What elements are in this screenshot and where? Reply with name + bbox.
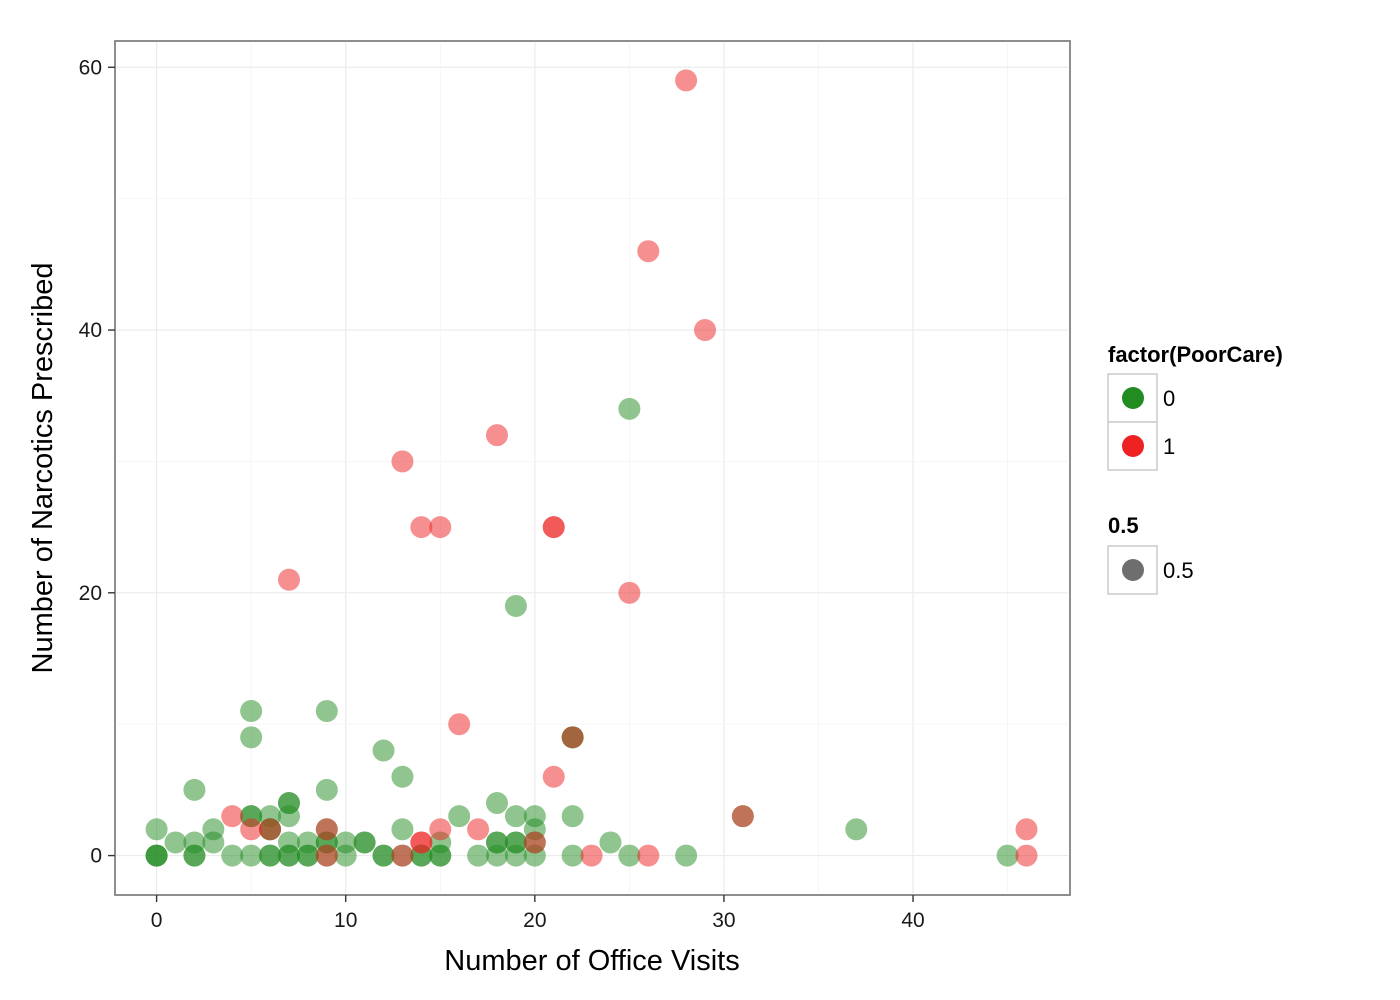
data-point-poorcare-1 (1015, 844, 1038, 867)
data-point-poorcare-0 (145, 844, 168, 867)
data-point-poorcare-1 (542, 765, 565, 788)
legend-label-alpha: 0.5 (1163, 558, 1194, 583)
x-axis-title: Number of Office Visits (444, 945, 739, 977)
data-point-poorcare-0 (277, 805, 300, 828)
data-point-poorcare-1 (391, 844, 414, 867)
data-point-poorcare-0 (845, 818, 868, 841)
data-point-poorcare-0 (372, 844, 395, 867)
data-point-poorcare-0 (315, 700, 338, 723)
data-point-poorcare-0 (164, 831, 187, 854)
data-point-poorcare-1 (277, 568, 300, 591)
data-point-poorcare-0 (486, 792, 508, 815)
legend-label-0: 0 (1163, 386, 1175, 411)
legend-dot-0 (1122, 387, 1144, 409)
data-point-poorcare-0 (240, 844, 263, 867)
data-point-poorcare-1 (675, 69, 698, 92)
plot-panel-border (114, 40, 1071, 896)
legend: factor(PoorCare) 0 1 0.5 0.5 (1107, 342, 1283, 595)
data-point-poorcare-0 (145, 818, 168, 841)
data-point-poorcare-1 (448, 713, 471, 736)
legend-color-title: factor(PoorCare) (1108, 342, 1283, 367)
data-point-poorcare-0 (504, 805, 527, 828)
data-point-poorcare-1 (486, 424, 508, 447)
data-point-poorcare-1 (410, 831, 433, 854)
data-point-poorcare-0 (486, 844, 508, 867)
data-point-poorcare-0 (391, 765, 414, 788)
y-tick-label: 60 (79, 56, 102, 79)
data-point-poorcare-1 (731, 805, 754, 828)
data-point-poorcare-0 (240, 726, 263, 749)
data-point-poorcare-0 (240, 700, 263, 723)
legend-label-1: 1 (1163, 434, 1175, 459)
data-point-poorcare-1 (429, 516, 452, 539)
data-point-poorcare-0 (334, 844, 357, 867)
data-point-poorcare-0 (429, 844, 452, 867)
data-point-poorcare-0 (599, 831, 622, 854)
y-axis: 0 20 40 60 (79, 56, 115, 868)
data-point-poorcare-0 (561, 844, 584, 867)
y-axis-title: Number of Narcotics Prescribed (27, 263, 59, 674)
data-point-poorcare-1 (429, 818, 452, 841)
plot-panel (114, 40, 1071, 896)
data-point-poorcare-1 (391, 450, 414, 473)
data-point-poorcare-1 (315, 818, 338, 841)
data-point-poorcare-1 (637, 844, 660, 867)
legend-dot-1 (1122, 435, 1144, 457)
data-point-poorcare-0 (315, 778, 338, 801)
x-tick-label: 10 (334, 909, 357, 932)
data-point-poorcare-0 (504, 594, 527, 617)
data-point-poorcare-0 (372, 739, 395, 762)
data-point-poorcare-1 (637, 240, 660, 263)
data-points (145, 69, 1038, 867)
data-point-poorcare-1 (1015, 818, 1038, 841)
data-point-poorcare-0 (353, 831, 376, 854)
data-point-poorcare-1 (561, 726, 584, 749)
data-point-poorcare-1 (694, 319, 717, 342)
legend-alpha-title: 0.5 (1108, 513, 1139, 538)
data-point-poorcare-1 (410, 516, 433, 539)
data-point-poorcare-0 (675, 844, 698, 867)
data-point-poorcare-0 (183, 844, 206, 867)
data-point-poorcare-1 (259, 818, 282, 841)
data-point-poorcare-0 (277, 844, 300, 867)
data-point-poorcare-0 (448, 805, 471, 828)
x-tick-label: 30 (712, 909, 735, 932)
data-point-poorcare-1 (315, 844, 338, 867)
x-tick-label: 20 (523, 909, 546, 932)
data-point-poorcare-0 (467, 844, 490, 867)
data-point-poorcare-0 (618, 397, 641, 420)
data-point-poorcare-1 (221, 805, 244, 828)
data-point-poorcare-0 (996, 844, 1019, 867)
data-point-poorcare-0 (391, 818, 414, 841)
data-point-poorcare-0 (504, 844, 527, 867)
data-point-poorcare-1 (240, 818, 263, 841)
y-tick-label: 40 (79, 319, 102, 342)
data-point-poorcare-1 (542, 516, 565, 539)
data-point-poorcare-0 (561, 805, 584, 828)
data-point-poorcare-0 (202, 831, 225, 854)
data-point-poorcare-0 (296, 844, 319, 867)
y-tick-label: 20 (79, 582, 102, 605)
y-tick-label: 0 (90, 845, 102, 868)
data-point-poorcare-1 (618, 581, 641, 604)
data-point-poorcare-1 (523, 831, 546, 854)
data-point-poorcare-0 (259, 844, 282, 867)
data-point-poorcare-0 (618, 844, 641, 867)
x-tick-label: 40 (901, 909, 924, 932)
x-tick-label: 0 (151, 909, 163, 932)
data-point-poorcare-1 (467, 818, 490, 841)
legend-dot-alpha (1122, 559, 1144, 581)
data-point-poorcare-1 (580, 844, 603, 867)
x-axis: 0 10 20 30 40 (151, 895, 925, 932)
data-point-poorcare-0 (183, 778, 206, 801)
data-point-poorcare-0 (221, 844, 244, 867)
